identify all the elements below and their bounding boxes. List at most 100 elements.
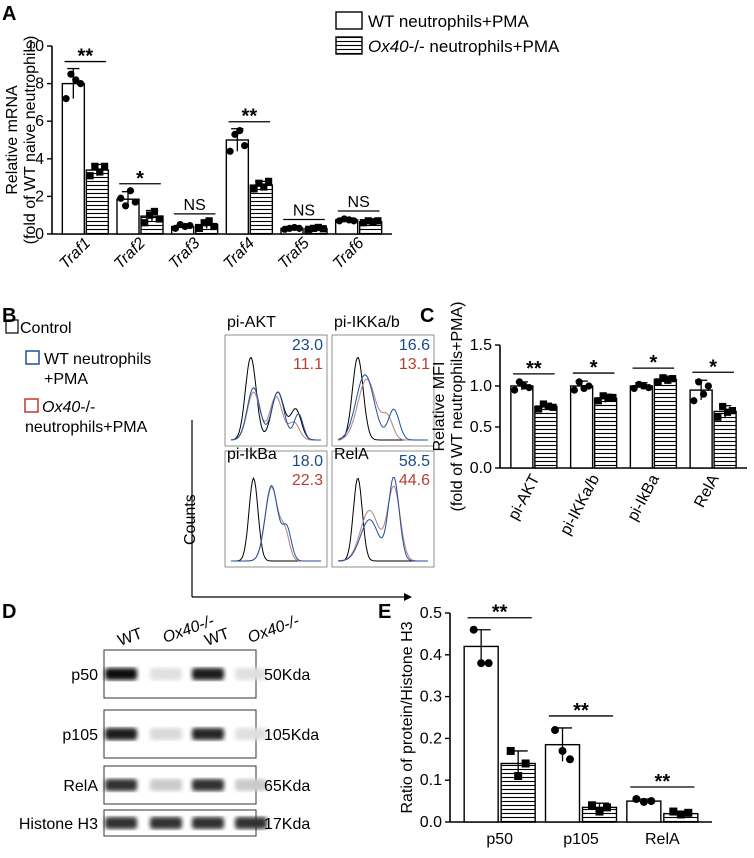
undefined-category-label: pi-IkBa <box>625 472 663 524</box>
undefined-point <box>200 219 208 227</box>
legend-b: Control WT neutrophils +PMA Ox40-/- neut… <box>5 319 151 436</box>
panel-letter-a: A <box>2 3 16 25</box>
flow-wt-trace <box>337 374 428 441</box>
undefined-bar <box>61 82 86 235</box>
undefined-point <box>728 407 736 415</box>
undefined-point <box>669 807 678 816</box>
western-size-label: 50Kda <box>264 667 310 684</box>
western-band <box>105 817 137 829</box>
undefined-point <box>575 378 583 386</box>
undefined-sig-label: * <box>136 168 144 190</box>
undefined-category-label: Traf5 <box>275 235 313 273</box>
flow-panel-frame <box>224 334 328 447</box>
flow-wt-value: 18.0 <box>292 453 323 470</box>
undefined-point <box>549 403 557 411</box>
undefined-category-label: pi-AKT <box>505 472 543 523</box>
undefined-point <box>477 659 486 668</box>
undefined-point <box>525 384 533 392</box>
undefined-point <box>171 224 180 232</box>
undefined-y-tick-label: 0.5 <box>420 605 442 622</box>
western-lane-label: Ox40-/- <box>246 613 302 647</box>
undefined-point <box>632 795 641 804</box>
flow-wt-trace <box>338 477 428 562</box>
western-band <box>105 728 137 740</box>
undefined-y-tick-label: 2 <box>35 188 44 205</box>
undefined-y-label-1: Relative mRNA <box>4 85 21 195</box>
undefined-category-label: Traf2 <box>111 235 149 273</box>
undefined-point <box>506 746 515 755</box>
undefined-point <box>100 162 109 170</box>
undefined-point <box>91 162 99 170</box>
undefined-point <box>319 225 327 233</box>
undefined-point <box>594 397 602 405</box>
western-size-label: 65Kda <box>264 778 310 795</box>
flow-ko-value: 13.1 <box>399 356 430 373</box>
undefined-point <box>558 746 567 755</box>
undefined-point <box>236 127 244 135</box>
undefined-point <box>690 397 698 405</box>
legend-a-ko-swatch <box>335 36 363 55</box>
legend-a-ko-rest: -/- neutrophils+PMA <box>409 37 560 56</box>
undefined-point <box>226 147 234 155</box>
undefined-point <box>359 219 368 227</box>
undefined-point <box>155 215 163 223</box>
undefined-point <box>723 408 732 416</box>
western-band <box>150 728 182 740</box>
undefined-point <box>469 625 478 634</box>
legend-b-wt-label-1: WT neutrophils <box>44 351 151 368</box>
undefined-category-label: Traf3 <box>166 235 204 273</box>
undefined-point <box>521 759 530 768</box>
undefined-point <box>141 219 149 227</box>
western-band <box>235 668 267 680</box>
undefined-point <box>599 392 607 400</box>
undefined-category-label: RelA <box>645 831 680 848</box>
undefined-point <box>260 183 268 191</box>
undefined-point <box>695 378 703 386</box>
undefined-point <box>639 797 648 806</box>
undefined-bar <box>510 385 534 469</box>
undefined-point <box>186 221 194 230</box>
legend-b-control-label: Control <box>20 320 72 337</box>
western-band <box>192 668 224 680</box>
undefined-y-tick-label: 0.5 <box>470 419 492 436</box>
undefined-point <box>126 187 135 195</box>
undefined-point <box>515 378 524 386</box>
undefined-point <box>295 224 303 232</box>
panel-letter-e: E <box>378 601 391 623</box>
undefined-point <box>205 217 213 225</box>
undefined-point <box>72 76 80 84</box>
undefined-point <box>669 375 677 383</box>
flow-counts-label: Counts <box>182 494 199 545</box>
undefined-y-tick-label: 4 <box>35 151 44 168</box>
undefined-category-label: p105 <box>563 831 599 848</box>
undefined-bar <box>534 405 558 469</box>
flow-wt-value: 23.0 <box>292 337 323 354</box>
undefined-point <box>369 218 377 226</box>
undefined-point <box>570 386 578 394</box>
undefined-point <box>676 810 685 819</box>
undefined-point <box>719 402 727 411</box>
undefined-y-label-1: Relative MFI <box>431 362 448 452</box>
flow-wt-trace <box>230 387 321 441</box>
undefined-point <box>511 386 519 394</box>
flow-wt-value: 16.6 <box>399 337 430 354</box>
undefined-point <box>131 198 139 206</box>
panel-letter-b: B <box>2 305 16 327</box>
undefined-y-tick-label: 8 <box>35 76 44 93</box>
undefined-y-tick-label: 0.1 <box>420 772 442 789</box>
flow-histograms: pi-AKT 23.0 11.1 pi-IKKa/b 16.6 13.1 pi-IkBa 18… <box>224 314 435 568</box>
flow-wt-value: 58.5 <box>399 453 430 470</box>
undefined-sig-label: NS <box>348 194 370 211</box>
undefined-point <box>609 393 617 402</box>
western-band <box>192 817 224 829</box>
undefined-point <box>62 95 70 103</box>
undefined-point <box>250 185 258 193</box>
legend-b-ko-label-2: neutrophils+PMA <box>25 419 148 436</box>
western-size-label: 17Kda <box>264 816 310 833</box>
undefined-point <box>647 797 656 806</box>
undefined-point <box>364 217 372 225</box>
undefined-point <box>699 390 708 398</box>
chart-a: 0 2 4 6 8 10 Relative mRNA (fold of WT naive ne… <box>4 36 392 273</box>
